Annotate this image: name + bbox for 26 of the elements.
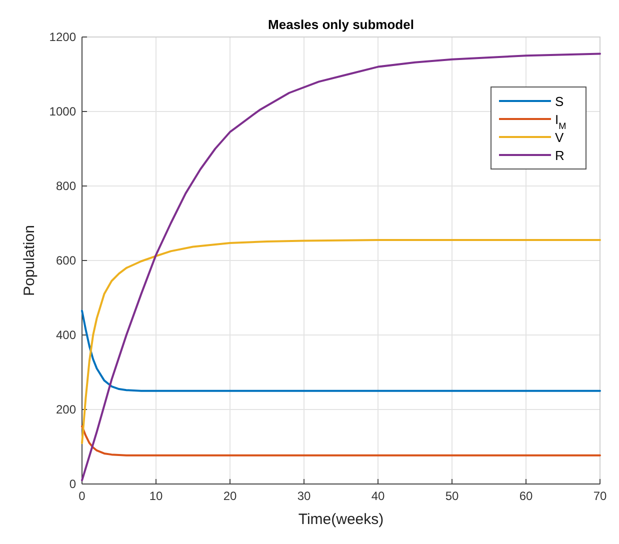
y-tick-label: 400 <box>56 328 76 342</box>
legend-label: S <box>555 94 564 109</box>
x-axis-title: Time(weeks) <box>298 511 384 528</box>
x-tick-label: 50 <box>445 489 459 503</box>
legend-label: I$_{M}$ <box>555 112 566 131</box>
x-tick-label: 0 <box>78 489 86 503</box>
y-tick-label: 200 <box>56 402 76 416</box>
line-series <box>81 310 601 392</box>
x-tick-label: 10 <box>149 489 163 503</box>
legend-label: V <box>555 130 564 145</box>
legend-label: R <box>555 148 564 163</box>
x-tick-label: 30 <box>297 489 311 503</box>
line-series <box>81 52 601 482</box>
x-tick-label: 60 <box>519 489 533 503</box>
line-series <box>81 239 601 444</box>
x-tick-label: 40 <box>371 489 385 503</box>
chart-title: Measles only submodel <box>268 17 414 32</box>
y-axis-title: Population <box>21 225 38 296</box>
y-tick-label: 1000 <box>49 104 76 118</box>
y-tick-label: 800 <box>56 179 76 193</box>
x-tick-label: 70 <box>593 489 607 503</box>
y-tick-label: 600 <box>56 254 76 268</box>
y-tick-label: 0 <box>69 477 76 491</box>
y-tick-label: 1200 <box>49 30 76 44</box>
line-series <box>81 425 601 456</box>
x-tick-label: 20 <box>223 489 237 503</box>
